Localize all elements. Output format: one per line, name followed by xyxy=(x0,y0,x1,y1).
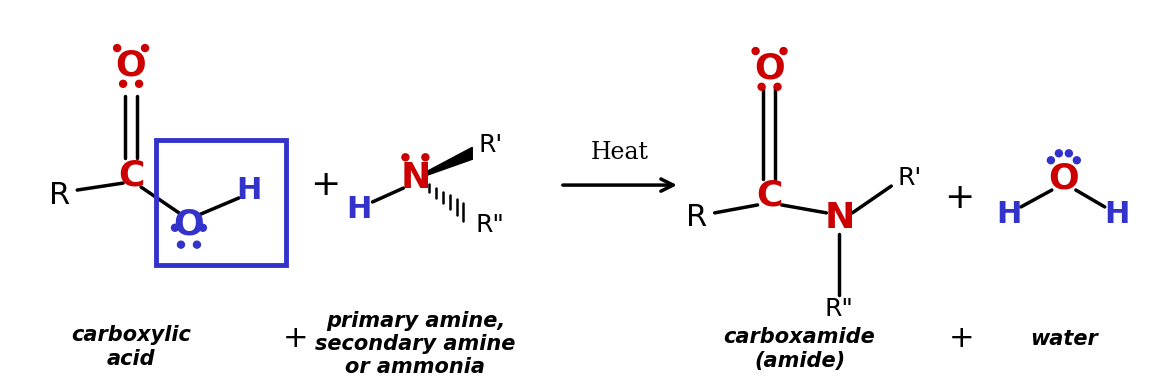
Circle shape xyxy=(141,45,148,51)
Text: R": R" xyxy=(825,297,854,321)
Text: O: O xyxy=(116,49,146,83)
Circle shape xyxy=(1056,150,1063,157)
Text: N: N xyxy=(825,201,855,235)
Text: H: H xyxy=(236,176,262,205)
Text: R: R xyxy=(49,180,70,209)
Text: primary amine,
secondary amine
or ammonia: primary amine, secondary amine or ammoni… xyxy=(315,311,515,377)
Text: R: R xyxy=(686,203,708,232)
Text: Heat: Heat xyxy=(591,141,649,164)
Circle shape xyxy=(194,241,201,248)
Text: H: H xyxy=(1104,200,1129,229)
Circle shape xyxy=(422,154,429,161)
Circle shape xyxy=(780,47,787,54)
Circle shape xyxy=(752,47,759,54)
Text: carboxylic
acid: carboxylic acid xyxy=(71,325,192,368)
Circle shape xyxy=(178,241,185,248)
Text: H: H xyxy=(996,200,1022,229)
Text: O: O xyxy=(174,208,204,242)
Text: R': R' xyxy=(897,166,922,190)
Text: O: O xyxy=(1049,161,1079,195)
Text: +: + xyxy=(944,181,974,215)
Circle shape xyxy=(1048,157,1055,164)
Circle shape xyxy=(774,83,781,90)
Circle shape xyxy=(758,83,765,90)
Circle shape xyxy=(119,80,126,87)
Text: R": R" xyxy=(475,213,505,237)
Circle shape xyxy=(172,224,179,231)
Text: +: + xyxy=(948,325,974,354)
Circle shape xyxy=(135,80,142,87)
Circle shape xyxy=(113,45,120,51)
Circle shape xyxy=(402,154,409,161)
Polygon shape xyxy=(427,147,472,175)
Text: C: C xyxy=(757,178,783,212)
Text: C: C xyxy=(118,158,145,192)
Text: +: + xyxy=(311,168,341,202)
Circle shape xyxy=(200,224,207,231)
Circle shape xyxy=(1065,150,1072,157)
Text: H: H xyxy=(346,195,371,224)
Text: water: water xyxy=(1030,329,1098,349)
Text: +: + xyxy=(283,325,308,354)
Text: carboxamide
(amide): carboxamide (amide) xyxy=(724,327,875,370)
Circle shape xyxy=(1073,157,1080,164)
Text: O: O xyxy=(755,52,785,86)
Text: R': R' xyxy=(478,133,502,157)
Text: N: N xyxy=(401,161,431,195)
Bar xyxy=(157,140,286,265)
